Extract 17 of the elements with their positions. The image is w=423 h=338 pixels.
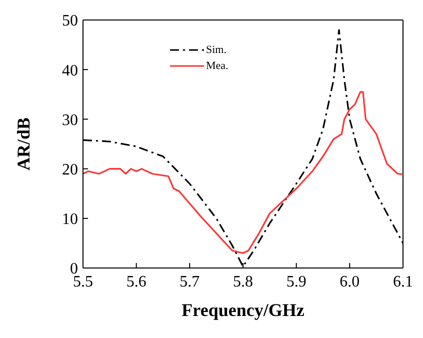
line-series (83, 91, 403, 254)
y-tick-label: 10 (62, 211, 78, 228)
y-axis-title: AR/dB (13, 117, 34, 171)
x-axis-title: Frequency/GHz (182, 300, 304, 320)
y-tick-label: 40 (62, 62, 78, 80)
x-tick-label: 5.7 (180, 273, 200, 290)
x-tick-label: 6.1 (393, 273, 413, 290)
x-tick-label: 5.9 (286, 273, 306, 290)
x-tick-label: 6.0 (340, 273, 360, 290)
legend-label: Sim. (206, 44, 226, 56)
y-tick-label: 50 (62, 12, 78, 30)
x-tick-label: 5.8 (233, 273, 253, 290)
y-tick-label: 30 (62, 112, 78, 129)
x-tick-label: 5.6 (126, 273, 146, 290)
legend-label: Mea. (206, 60, 228, 72)
y-tick-label: 20 (62, 161, 78, 178)
x-tick-label: 5.5 (73, 273, 93, 290)
